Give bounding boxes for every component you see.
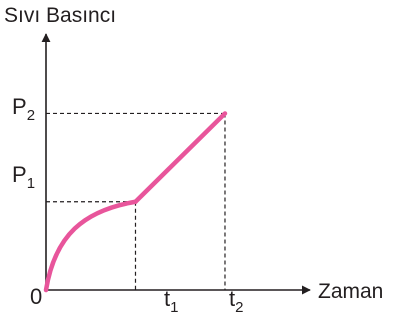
y-tick-label-p2: P2: [12, 94, 35, 124]
guide-lines: [46, 112, 226, 290]
x-tick-label-t2: t2: [229, 286, 243, 316]
series-curve-segment-1: [43, 199, 138, 293]
y-axis-title: Sıvı Basıncı: [4, 4, 116, 27]
origin-label: 0: [30, 284, 42, 309]
series-line-segment-2: [133, 111, 228, 204]
x-axis-title: Zaman: [318, 280, 383, 303]
y-tick-label-p1: P1: [12, 162, 35, 192]
x-tick-label-t1: t1: [164, 286, 178, 316]
